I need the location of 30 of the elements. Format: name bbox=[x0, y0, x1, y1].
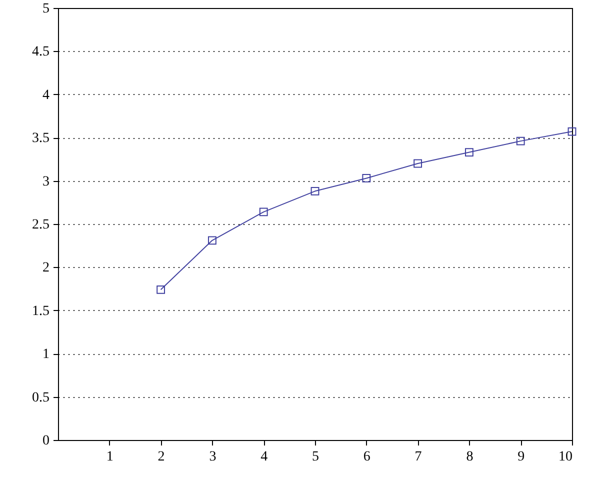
y-tick-label: 2 bbox=[42, 260, 50, 276]
point bbox=[208, 236, 216, 245]
y-tick-label: 4.5 bbox=[32, 44, 50, 60]
y-tick-label: 0 bbox=[42, 434, 50, 448]
x-tick-label: 4 bbox=[260, 450, 268, 464]
point bbox=[414, 159, 422, 168]
point bbox=[516, 136, 525, 146]
point bbox=[310, 186, 320, 196]
x-tick-label: 3 bbox=[209, 450, 216, 464]
point bbox=[156, 285, 166, 294]
x-tick-label: 2 bbox=[158, 450, 165, 464]
y-tick-label: 5 bbox=[42, 2, 50, 16]
y-tick-label: 1 bbox=[42, 347, 50, 362]
y-tick-label: 3.5 bbox=[32, 131, 50, 146]
point bbox=[362, 174, 371, 182]
y-tick-label: 0.5 bbox=[32, 390, 50, 406]
point bbox=[259, 208, 268, 216]
y-tick-label: 2.5 bbox=[32, 218, 50, 232]
x-tick-label: 7 bbox=[414, 450, 422, 464]
x-tick-label: 8 bbox=[466, 450, 474, 464]
y-tick-label: 3 bbox=[42, 174, 50, 190]
y-tick-label: 1.5 bbox=[32, 304, 50, 319]
y-tick-label: 4 bbox=[42, 88, 50, 103]
point bbox=[568, 127, 576, 136]
x-tick-label: 10 bbox=[558, 450, 572, 464]
point bbox=[464, 148, 474, 156]
x-tick-label: 6 bbox=[363, 450, 370, 464]
x-tick-label: 1 bbox=[106, 450, 114, 464]
x-tick-label: 9 bbox=[518, 450, 525, 464]
x-tick-label: 5 bbox=[312, 450, 319, 464]
